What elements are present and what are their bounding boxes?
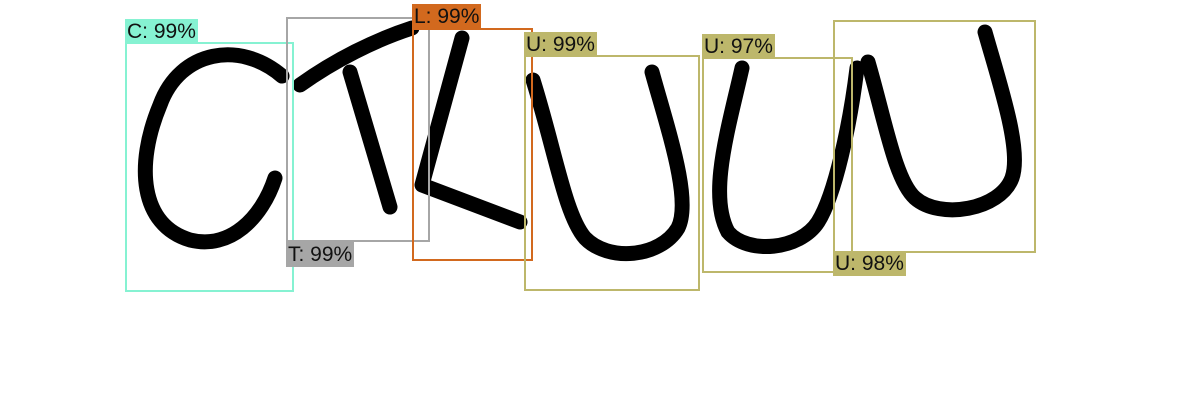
detection-label-u1: U: 99% (524, 32, 597, 57)
detection-box-u3 (833, 20, 1036, 253)
detection-label-l: L: 99% (412, 4, 482, 29)
detection-label-u2: U: 97% (702, 34, 775, 59)
detection-box-l (412, 28, 533, 261)
detection-label-c: C: 99% (125, 19, 198, 44)
letter-l-stroke (414, 30, 528, 230)
detection-box-c (125, 42, 294, 292)
letter-c-stroke (137, 47, 290, 250)
detection-label-u3: U: 98% (833, 251, 906, 276)
letter-t-stem (342, 64, 398, 215)
letter-u3-stroke (860, 24, 1022, 218)
letter-t-bar (292, 20, 420, 93)
letter-u1-stroke (525, 64, 690, 262)
detection-box-t (286, 17, 430, 242)
detection-box-u2 (702, 57, 853, 273)
detection-box-u1 (524, 55, 700, 291)
detection-label-t: T: 99% (286, 242, 355, 267)
letter-u2-stroke (712, 60, 865, 254)
